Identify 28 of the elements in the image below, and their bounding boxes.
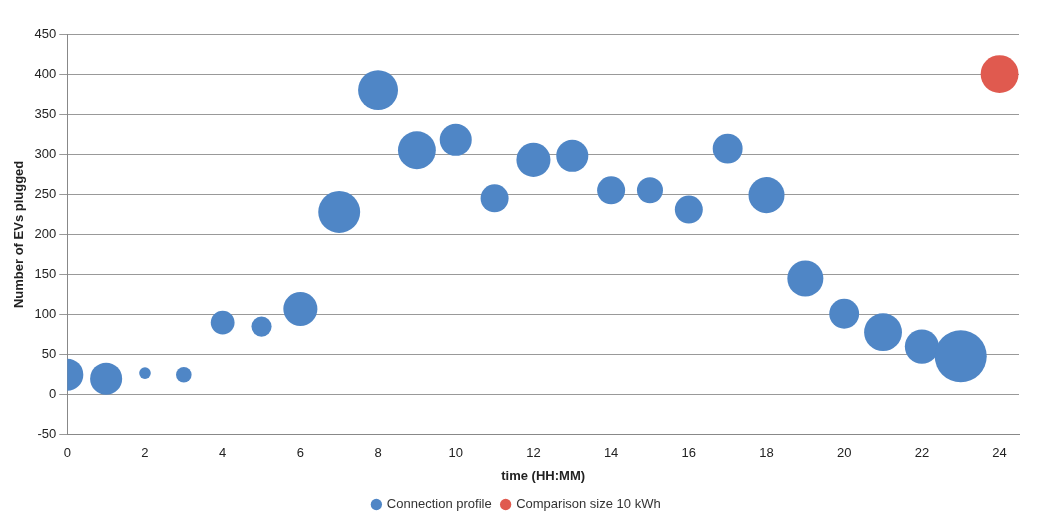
x-tick-label: 4	[219, 445, 227, 461]
y-tick-label: 100	[34, 306, 57, 322]
x-tick-label: 18	[759, 445, 774, 461]
legend-label: Comparison size 10 kWh	[516, 496, 661, 512]
x-tick-label: 12	[526, 445, 541, 461]
x-axis-title: time (HH:MM)	[501, 467, 586, 483]
x-tick-label: 16	[681, 445, 697, 461]
x-tick-label: 14	[603, 445, 619, 461]
x-tick-label: 6	[296, 445, 304, 461]
y-tick-label: 250	[34, 185, 57, 201]
y-axis-title: Number of EVs plugged	[11, 160, 27, 309]
x-tick-label: 22	[914, 445, 930, 461]
y-tick-label: 450	[34, 25, 57, 41]
y-tick-label: 0	[49, 386, 57, 402]
x-tick-label: 24	[992, 445, 1007, 461]
legend-label: Connection profile	[386, 496, 492, 512]
y-tick-label: 50	[41, 346, 57, 362]
y-tick-label: 300	[34, 145, 57, 161]
y-tick-label: 350	[34, 105, 57, 121]
y-tick-label: 150	[34, 266, 57, 282]
y-tick-label: 200	[34, 225, 57, 241]
x-tick-label: 20	[836, 445, 852, 461]
y-tick-label: -50	[37, 426, 57, 442]
x-tick-label: 8	[374, 445, 382, 461]
y-tick-label: 400	[34, 65, 57, 81]
x-tick-label: 2	[141, 445, 149, 461]
x-tick-label: 10	[448, 445, 463, 461]
x-tick-label: 0	[63, 445, 71, 461]
